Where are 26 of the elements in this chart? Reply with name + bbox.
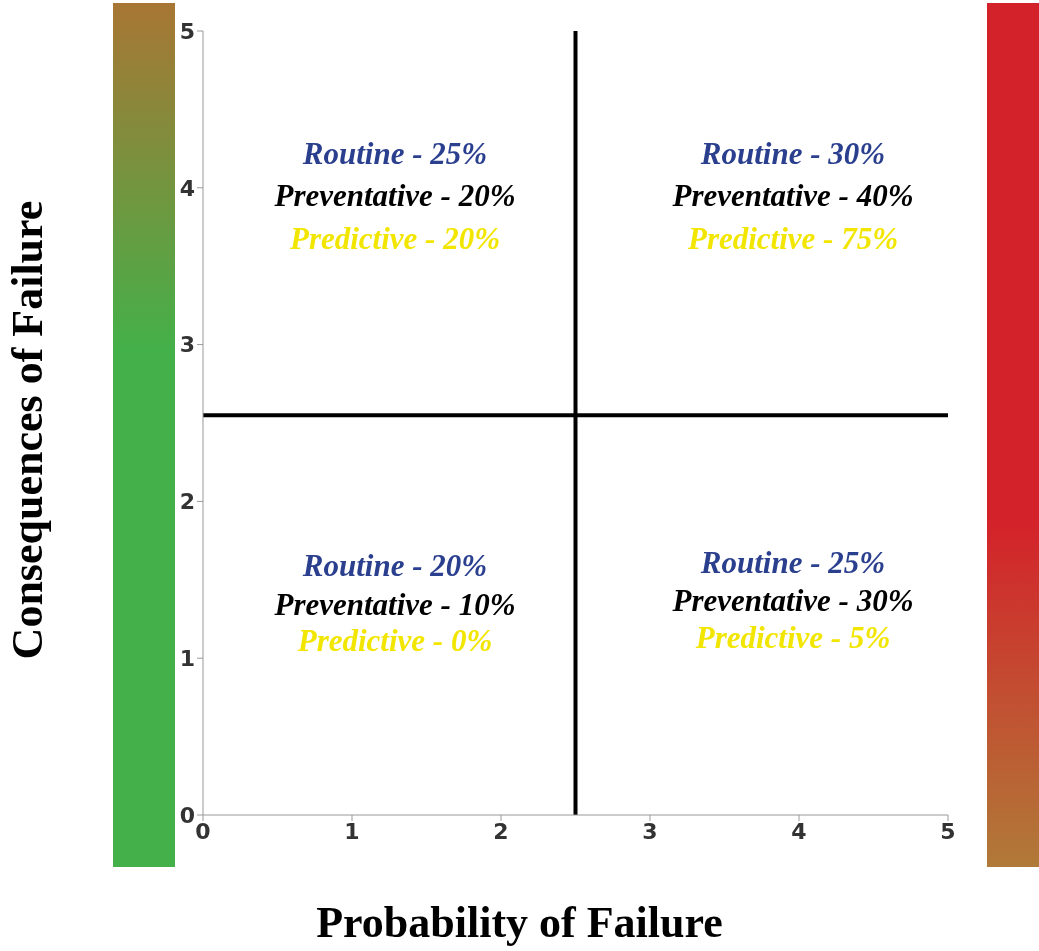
annotation: Predictive - 20% <box>288 220 501 256</box>
annotation: Routine - 25% <box>301 135 488 171</box>
y-tick-label: 3 <box>179 332 195 358</box>
annotation: Predictive - 5% <box>694 619 891 655</box>
x-tick-label: 4 <box>791 818 807 844</box>
annotation: Predictive - 0% <box>296 622 493 658</box>
y-axis-title: Consequences of Failure <box>3 199 53 662</box>
x-tick-label: 2 <box>493 818 509 844</box>
y-tick-label: 0 <box>179 802 195 828</box>
x-axis-title: Probability of Failure <box>315 898 724 948</box>
annotation: Predictive - 75% <box>686 220 899 256</box>
y-tick-label: 1 <box>179 646 195 672</box>
y-tick-label: 5 <box>179 18 195 44</box>
annotation: Preventative - 10% <box>273 586 516 622</box>
annotation: Routine - 25% <box>699 544 886 580</box>
x-tick-label: 1 <box>344 818 360 844</box>
y-tick-label: 4 <box>179 175 195 201</box>
annotation: Routine - 30% <box>699 135 886 171</box>
annotation: Preventative - 40% <box>671 177 914 213</box>
x-tick-label: 5 <box>940 818 956 844</box>
annotation: Preventative - 30% <box>671 582 914 618</box>
x-tick-label: 3 <box>642 818 658 844</box>
y-tick-label: 2 <box>179 489 195 515</box>
annotation: Preventative - 20% <box>273 177 516 213</box>
annotation: Routine - 20% <box>301 547 488 583</box>
x-tick-label: 0 <box>195 818 211 844</box>
